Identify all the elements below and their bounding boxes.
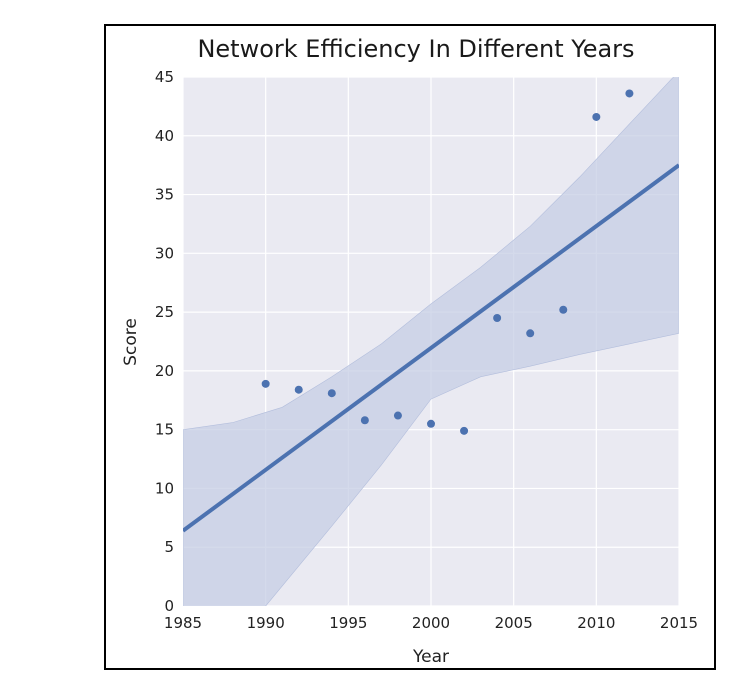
data-point: [526, 329, 535, 338]
x-tick-label: 1995: [329, 614, 367, 632]
data-point: [592, 112, 601, 121]
data-point: [559, 305, 568, 314]
y-axis-label: Score: [121, 318, 141, 366]
y-tick-label: 25: [155, 303, 174, 321]
x-tick-label: 2015: [660, 614, 698, 632]
y-axis-ticks: 0 5 10 15 20 25 30 35 40 45: [155, 68, 174, 615]
y-tick-label: 20: [155, 362, 174, 380]
data-point: [393, 411, 402, 420]
x-tick-label: 1990: [247, 614, 285, 632]
regression-line-layer: [183, 163, 679, 533]
regression-line: [183, 163, 679, 533]
y-tick-label: 5: [164, 538, 174, 556]
y-tick-label: 10: [155, 479, 174, 497]
x-axis-ticks: 1985 1990 1995 2000 2005 2010 2015: [164, 614, 698, 632]
x-tick-label: 1985: [164, 614, 202, 632]
data-point: [327, 389, 336, 398]
y-tick-label: 15: [155, 421, 174, 439]
y-tick-label: 40: [155, 127, 174, 145]
y-tick-label: 35: [155, 186, 174, 204]
confidence-band: [183, 77, 679, 606]
points-layer: [261, 89, 634, 435]
data-point: [493, 313, 502, 322]
y-tick-label: 45: [155, 68, 174, 86]
x-tick-label: 2005: [495, 614, 533, 632]
data-point: [460, 426, 469, 435]
y-tick-label: 0: [164, 597, 174, 615]
confidence-band-layer: [183, 77, 679, 606]
x-tick-label: 2000: [412, 614, 450, 632]
y-tick-label: 30: [155, 244, 174, 262]
data-point: [360, 416, 369, 425]
data-point: [261, 379, 270, 388]
data-point: [294, 385, 303, 394]
data-point: [625, 89, 634, 98]
chart-title: Network Efficiency In Different Years: [197, 35, 634, 63]
x-axis-label: Year: [412, 647, 449, 667]
x-tick-label: 2010: [577, 614, 615, 632]
data-point: [427, 419, 435, 428]
